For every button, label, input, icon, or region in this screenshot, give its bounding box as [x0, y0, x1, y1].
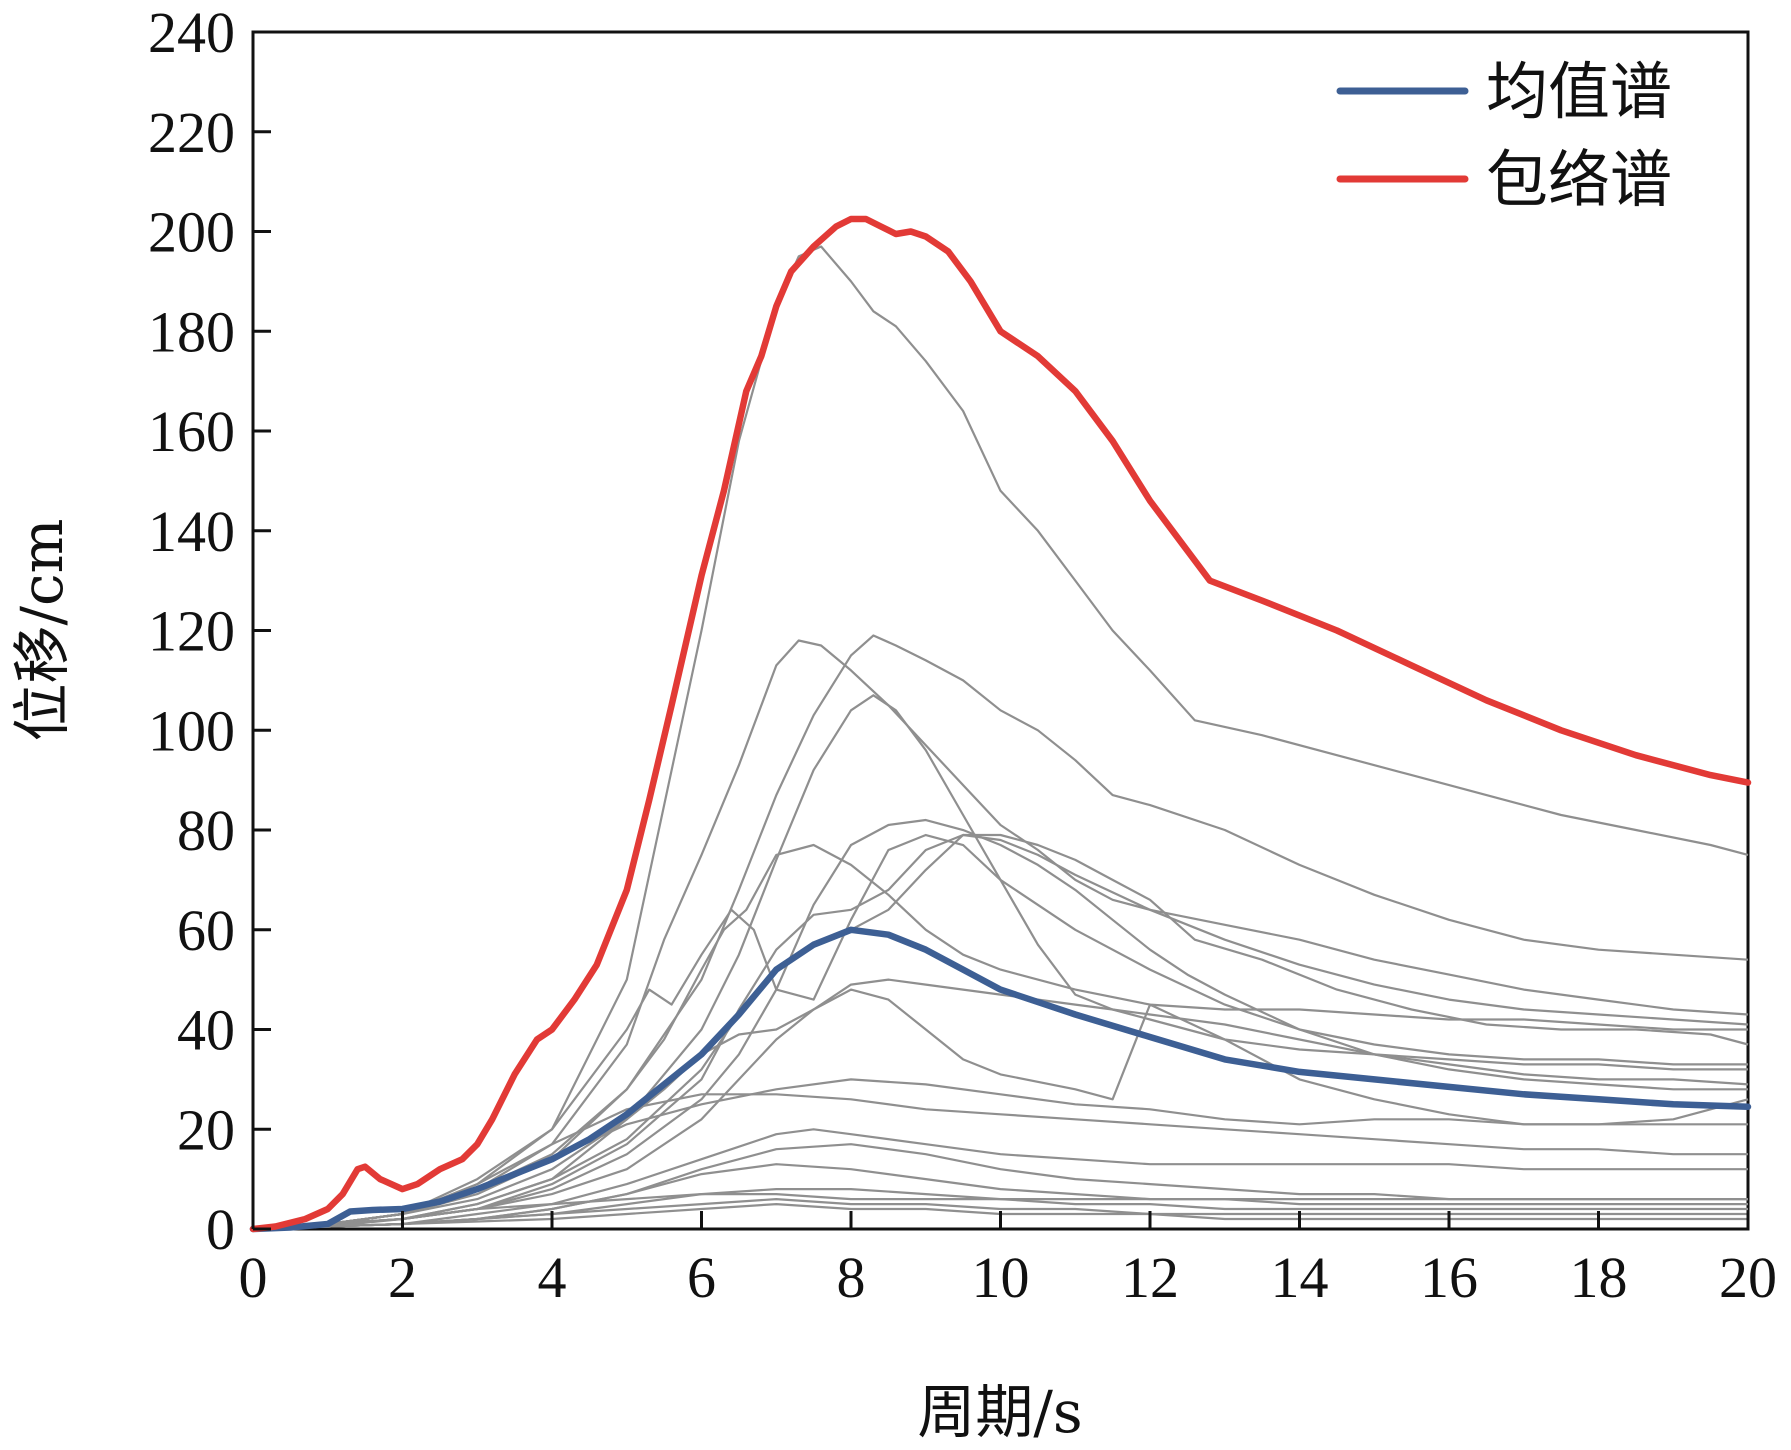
x-axis-title: 周期/s	[917, 1378, 1082, 1446]
y-tick-label: 180	[148, 299, 235, 364]
record-spectrum-line	[252, 833, 1748, 1231]
record-spectrum-line	[252, 833, 1749, 1231]
record-spectrum-line	[252, 843, 1748, 1231]
record-spectrum-line	[252, 1093, 1748, 1231]
x-tick-label: 20	[1719, 1245, 1777, 1310]
x-tick-label: 14	[1271, 1245, 1329, 1310]
y-tick-label: 120	[148, 599, 235, 664]
x-tick-label: 10	[972, 1245, 1030, 1310]
y-tick-label: 220	[148, 100, 235, 165]
y-tick-label: 40	[177, 998, 235, 1063]
main-lines	[249, 215, 1752, 1233]
x-tick-label: 8	[837, 1245, 866, 1310]
legend-label-mean: 均值谱	[1486, 55, 1672, 128]
record-spectrum-line	[252, 833, 1749, 1231]
x-tick-label: 12	[1121, 1245, 1179, 1310]
record-spectrum-line	[252, 1197, 1748, 1231]
record-spectrum-line	[252, 639, 1749, 1231]
x-tick-label: 6	[687, 1245, 716, 1310]
x-tick-label: 2	[388, 1245, 417, 1310]
x-tick-label: 4	[538, 1245, 567, 1310]
record-spectrum-line	[252, 245, 1749, 1231]
legend-label-envelope: 包络谱	[1486, 143, 1672, 216]
y-tick-label: 200	[148, 200, 235, 265]
record-spectrum-line	[252, 634, 1749, 1231]
y-tick-label: 100	[148, 698, 235, 763]
y-axis-title: 位移/cm	[8, 518, 76, 741]
x-tick-label: 18	[1570, 1245, 1628, 1310]
legend: 均值谱 包络谱	[1336, 55, 1672, 216]
y-axis-ticks: 0 20 40 60 80 100 120 140 160 180 200 220 240	[148, 0, 271, 1262]
x-axis-ticks: 0 2 4 6 8 10 12 14 16 18 20	[239, 1211, 1777, 1310]
record-spectrum-line	[252, 978, 1749, 1231]
x-tick-label: 0	[239, 1245, 268, 1310]
y-tick-label: 0	[206, 1197, 235, 1262]
record-spectrum-line	[252, 694, 1748, 1231]
y-tick-label: 80	[177, 798, 235, 863]
plot-area	[249, 30, 1752, 1233]
x-tick-label: 16	[1420, 1245, 1478, 1310]
record-spectrum-line	[252, 1192, 1748, 1231]
y-tick-label: 140	[148, 499, 235, 564]
record-spectrum-line	[252, 1128, 1748, 1231]
y-tick-label: 60	[177, 898, 235, 963]
record-lines	[252, 245, 1749, 1231]
y-tick-label: 240	[148, 0, 235, 65]
record-spectrum-line	[252, 1163, 1748, 1231]
y-tick-label: 160	[148, 399, 235, 464]
y-tick-label: 20	[177, 1097, 235, 1162]
mean-spectrum-line	[249, 926, 1752, 1233]
envelope-spectrum-line	[249, 215, 1752, 1233]
record-spectrum-line	[252, 988, 1749, 1231]
